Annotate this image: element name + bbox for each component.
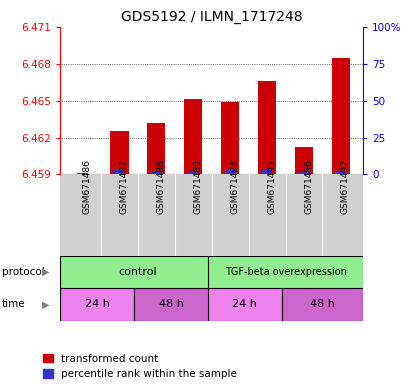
- Text: ▶: ▶: [42, 300, 49, 310]
- Text: GSM671486: GSM671486: [82, 159, 91, 214]
- Bar: [332, 58, 350, 174]
- Text: GSM671497: GSM671497: [341, 159, 350, 214]
- Bar: [258, 81, 276, 174]
- Bar: [208, 256, 363, 288]
- Bar: [225, 170, 235, 174]
- Text: 48 h: 48 h: [310, 300, 335, 310]
- Bar: [262, 170, 272, 174]
- Text: TGF-beta overexpression: TGF-beta overexpression: [225, 267, 347, 277]
- Bar: [184, 99, 203, 174]
- Text: GSM671489: GSM671489: [193, 159, 202, 214]
- Bar: [110, 131, 129, 174]
- Bar: [188, 172, 198, 174]
- Text: GSM671494: GSM671494: [230, 159, 239, 214]
- Legend: transformed count, percentile rank within the sample: transformed count, percentile rank withi…: [43, 354, 237, 379]
- Text: 48 h: 48 h: [159, 300, 183, 310]
- Text: GSM671495: GSM671495: [267, 159, 276, 214]
- Bar: [299, 172, 309, 174]
- Bar: [60, 256, 208, 288]
- Text: protocol: protocol: [2, 267, 45, 277]
- Bar: [147, 123, 166, 174]
- Bar: [151, 172, 161, 174]
- Bar: [134, 288, 208, 321]
- Bar: [77, 173, 88, 174]
- Text: control: control: [118, 267, 157, 277]
- Text: 24 h: 24 h: [232, 300, 257, 310]
- Bar: [295, 147, 313, 174]
- Text: 24 h: 24 h: [85, 300, 110, 310]
- Text: time: time: [2, 300, 26, 310]
- Bar: [60, 288, 134, 321]
- Bar: [208, 288, 282, 321]
- Text: GSM671496: GSM671496: [304, 159, 313, 214]
- Bar: [282, 288, 363, 321]
- Bar: [114, 170, 124, 174]
- Text: ▶: ▶: [42, 267, 49, 277]
- Text: GSM671487: GSM671487: [119, 159, 128, 214]
- Text: GSM671488: GSM671488: [156, 159, 165, 214]
- Bar: [221, 102, 239, 174]
- Title: GDS5192 / ILMN_1717248: GDS5192 / ILMN_1717248: [121, 10, 303, 25]
- Bar: [336, 172, 346, 174]
